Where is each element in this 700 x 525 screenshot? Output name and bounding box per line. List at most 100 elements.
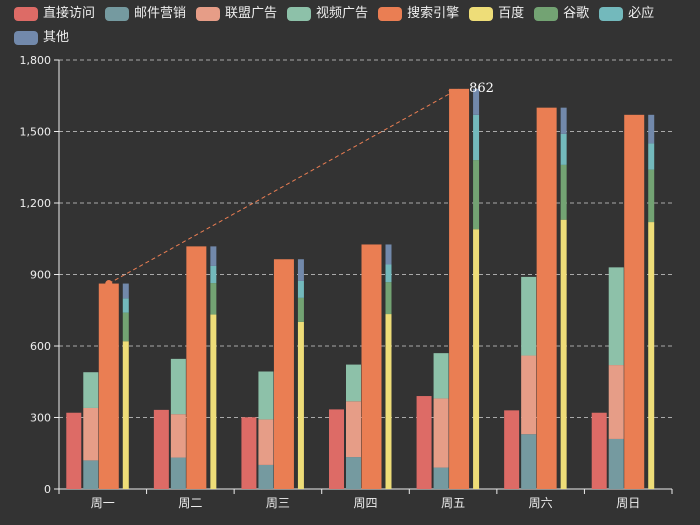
bar[interactable]: [297, 259, 304, 281]
legend-swatch: [196, 7, 221, 21]
bar[interactable]: [416, 396, 432, 489]
bar[interactable]: [648, 222, 655, 490]
bar[interactable]: [473, 114, 480, 161]
legend-label: 搜索引擎: [407, 6, 460, 21]
bar[interactable]: [329, 409, 344, 489]
bar[interactable]: [122, 341, 129, 489]
y-tick-label: 0: [44, 483, 51, 496]
x-tick-label: 周五: [441, 496, 465, 510]
bar[interactable]: [83, 407, 99, 461]
bar[interactable]: [385, 264, 392, 283]
bar[interactable]: [560, 133, 567, 165]
bar[interactable]: [521, 276, 537, 356]
bar[interactable]: [608, 267, 624, 366]
bar[interactable]: [170, 358, 186, 415]
bar[interactable]: [210, 265, 217, 284]
bar[interactable]: [591, 412, 607, 489]
bar[interactable]: [83, 372, 99, 408]
bar[interactable]: [624, 114, 645, 490]
bar[interactable]: [98, 283, 119, 489]
bar[interactable]: [186, 246, 207, 489]
legend-label: 其他: [43, 30, 70, 45]
bar[interactable]: [385, 282, 392, 315]
bar[interactable]: [536, 107, 557, 490]
bar[interactable]: [122, 283, 129, 299]
bar[interactable]: [473, 160, 480, 230]
legend-item[interactable]: 联盟广告: [196, 2, 277, 26]
legend-item[interactable]: 直接访问: [14, 2, 95, 26]
bar[interactable]: [608, 438, 624, 489]
bar[interactable]: [473, 229, 480, 489]
legend-item[interactable]: 谷歌: [534, 2, 589, 26]
bar[interactable]: [346, 364, 361, 402]
bar[interactable]: [560, 107, 567, 134]
x-tick-label: 周六: [529, 496, 553, 510]
bar[interactable]: [297, 321, 304, 489]
y-tick-label: 900: [30, 269, 51, 282]
annotation-label: 862: [469, 81, 494, 96]
bar[interactable]: [258, 371, 274, 420]
bar[interactable]: [648, 114, 655, 144]
x-tick-label: 周三: [266, 496, 290, 510]
bar[interactable]: [170, 457, 186, 489]
bar[interactable]: [521, 434, 537, 489]
bar[interactable]: [473, 88, 480, 115]
bar[interactable]: [346, 457, 361, 489]
legend-item[interactable]: 其他: [14, 26, 69, 50]
legend-swatch: [287, 7, 312, 21]
y-tick-label: 1,500: [20, 126, 52, 139]
bar[interactable]: [433, 398, 449, 468]
bar[interactable]: [153, 409, 169, 489]
y-tick-label: 1,800: [20, 54, 52, 67]
bar[interactable]: [66, 412, 82, 489]
bar[interactable]: [560, 219, 567, 489]
x-tick-label: 周日: [616, 496, 640, 510]
legend-swatch: [599, 7, 624, 21]
bar[interactable]: [648, 143, 655, 170]
legend-swatch: [378, 7, 403, 21]
bar[interactable]: [521, 355, 537, 435]
legend-label: 必应: [628, 6, 655, 21]
legend-item[interactable]: 视频广告: [287, 2, 368, 26]
annotation-arrowhead: [448, 88, 460, 98]
bar[interactable]: [297, 280, 304, 298]
legend: 直接访问 邮件营销 联盟广告 视频广告 搜索引擎 百度 谷歌 必应其他: [14, 2, 700, 50]
bar[interactable]: [170, 414, 186, 458]
bar[interactable]: [122, 298, 129, 313]
bar[interactable]: [241, 417, 257, 489]
bar[interactable]: [258, 419, 274, 465]
legend-item[interactable]: 必应: [599, 2, 654, 26]
bar[interactable]: [361, 244, 382, 489]
bar[interactable]: [346, 401, 361, 458]
bar[interactable]: [560, 164, 567, 220]
legend-swatch: [469, 7, 494, 21]
bar[interactable]: [385, 244, 392, 265]
bar[interactable]: [608, 365, 624, 439]
bar[interactable]: [210, 283, 217, 315]
bar[interactable]: [385, 314, 392, 489]
bar[interactable]: [210, 314, 217, 489]
bar[interactable]: [504, 410, 520, 489]
legend-label: 直接访问: [43, 6, 96, 21]
bar[interactable]: [83, 460, 99, 489]
y-tick-label: 300: [30, 412, 51, 425]
legend-label: 视频广告: [316, 6, 369, 21]
bar[interactable]: [433, 353, 449, 399]
bar[interactable]: [122, 312, 129, 342]
bar[interactable]: [297, 297, 304, 322]
y-tick-label: 600: [30, 340, 51, 353]
legend-item[interactable]: 百度: [469, 2, 524, 26]
bar[interactable]: [449, 88, 470, 490]
legend-label: 联盟广告: [225, 6, 278, 21]
legend-item[interactable]: 邮件营销: [105, 2, 186, 26]
bar[interactable]: [433, 467, 449, 489]
bar[interactable]: [258, 464, 274, 489]
bar[interactable]: [210, 246, 217, 266]
legend-item[interactable]: 搜索引擎: [378, 2, 459, 26]
x-tick-label: 周四: [353, 496, 377, 510]
bar[interactable]: [648, 169, 655, 223]
annotation-line: [108, 91, 454, 284]
bar[interactable]: [273, 259, 294, 489]
